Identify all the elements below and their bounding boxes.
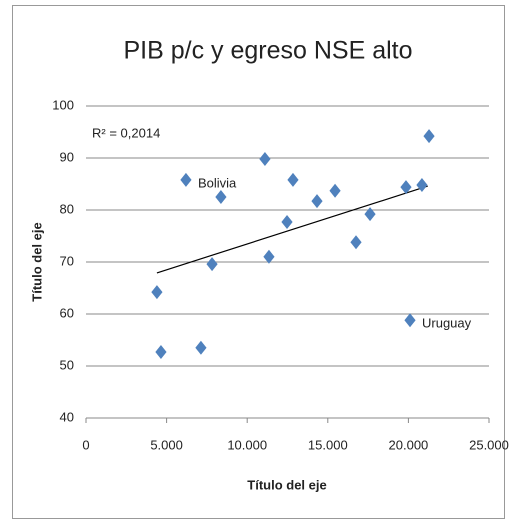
x-tick-label: 5.000 (150, 437, 183, 452)
point (206, 257, 218, 272)
x-tick-label: 10.000 (227, 437, 267, 452)
point-label: Uruguay (422, 316, 472, 331)
chart-title: PIB p/c y egreso NSE alto (123, 37, 412, 65)
point (155, 344, 167, 359)
y-tick-label: 90 (60, 149, 74, 164)
y-tick-label: 50 (60, 357, 74, 372)
point (151, 285, 163, 300)
x-tick-label: 20.000 (389, 437, 429, 452)
point (404, 313, 416, 328)
point (364, 207, 376, 222)
y-tick-label: 80 (60, 201, 74, 216)
trendline (156, 185, 428, 274)
point (400, 180, 412, 195)
x-axis-label: Título del eje (247, 477, 326, 492)
point (287, 172, 299, 187)
y-tick-label: 60 (60, 305, 74, 320)
x-tick-label: 25.000 (469, 437, 509, 452)
point (180, 172, 192, 187)
x-tick-label: 0 (82, 437, 89, 452)
point (329, 183, 341, 198)
point (416, 178, 428, 193)
point-label: Bolivia (198, 175, 237, 190)
point (350, 235, 362, 250)
y-axis-label: Título del eje (29, 222, 44, 301)
y-tick-label: 70 (60, 253, 74, 268)
point (259, 152, 271, 167)
point (215, 190, 227, 204)
point (311, 194, 323, 209)
y-tick-label: 40 (60, 409, 74, 424)
y-tick-label: 100 (52, 97, 74, 112)
point (423, 129, 435, 144)
r-squared-label: R² = 0,2014 (92, 125, 160, 140)
point (263, 249, 275, 264)
point (281, 214, 293, 229)
point (195, 340, 207, 355)
x-tick-label: 15.000 (308, 437, 348, 452)
